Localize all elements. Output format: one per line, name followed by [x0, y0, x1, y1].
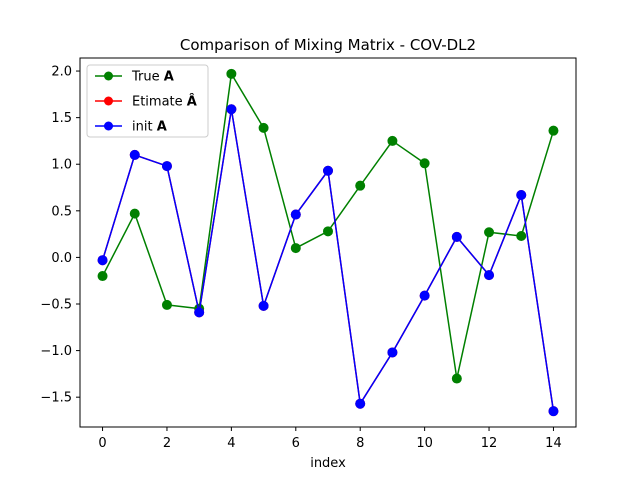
- data-point: [419, 290, 430, 301]
- data-point: [129, 208, 140, 219]
- legend-label: init A: [132, 120, 167, 135]
- data-point: [355, 398, 366, 409]
- x-tick-label: 10: [416, 436, 433, 451]
- data-point: [226, 104, 237, 115]
- data-point: [355, 180, 366, 191]
- y-tick-label: 0.0: [51, 251, 72, 266]
- legend-symbol: A: [164, 70, 174, 85]
- data-point: [484, 227, 495, 238]
- data-point: [451, 373, 462, 384]
- data-point: [226, 68, 237, 79]
- data-point: [387, 135, 398, 146]
- x-tick-label: 0: [98, 436, 106, 451]
- data-point: [451, 231, 462, 242]
- data-point: [97, 255, 108, 266]
- legend-symbol: A: [157, 120, 167, 135]
- legend-symbol: Â: [187, 94, 197, 110]
- x-axis-label: index: [310, 456, 346, 471]
- data-point: [161, 161, 172, 172]
- data-point: [97, 271, 108, 282]
- data-point: [484, 270, 495, 281]
- y-tick-label: 1.0: [51, 158, 72, 173]
- legend-name: init: [132, 120, 157, 135]
- data-point: [258, 122, 269, 133]
- plot-frame: [79, 57, 577, 428]
- data-point: [548, 125, 559, 136]
- series-2: [97, 104, 559, 417]
- data-point: [516, 189, 527, 200]
- x-tick-label: 4: [227, 436, 235, 451]
- data-point: [161, 299, 172, 310]
- data-point: [290, 243, 301, 254]
- ticks-layer: 0 2 4 6 8 10 12 14 −1.5 −1.0 −0.5 0.0 0.5 1.0 1.5 2.0: [40, 65, 561, 451]
- data-point: [258, 300, 269, 311]
- data-point: [419, 158, 430, 169]
- x-tick-label: 6: [292, 436, 300, 451]
- data-point: [323, 165, 333, 176]
- x-tick-label: 8: [356, 436, 364, 451]
- data-point: [323, 226, 333, 237]
- x-tick-label: 2: [163, 436, 171, 451]
- x-tick-label: 12: [481, 436, 498, 451]
- y-tick-label: 2.0: [51, 65, 72, 80]
- y-tick-label: 0.5: [51, 204, 72, 219]
- series-layer: [97, 68, 559, 417]
- y-tick-label: 1.5: [51, 111, 72, 126]
- y-tick-label: −1.5: [40, 391, 72, 406]
- y-tick-label: −0.5: [40, 298, 72, 313]
- data-point: [387, 347, 398, 358]
- data-point: [129, 149, 140, 160]
- legend-name: Etimate: [132, 95, 187, 110]
- data-point: [516, 230, 527, 241]
- legend-box: [86, 64, 209, 138]
- data-point: [290, 209, 301, 220]
- x-tick-label: 14: [545, 436, 562, 451]
- legend-marker: [104, 121, 113, 131]
- data-point: [194, 307, 205, 318]
- legend-marker: [104, 71, 113, 81]
- chart-title: Comparison of Mixing Matrix - COV-DL2: [180, 36, 476, 54]
- data-point: [548, 406, 559, 417]
- legend-name: True: [131, 70, 164, 85]
- legend-label: True A: [131, 70, 174, 85]
- legend-marker: [104, 96, 113, 106]
- legend-label: Etimate Â: [132, 94, 197, 110]
- y-tick-label: −1.0: [40, 344, 72, 359]
